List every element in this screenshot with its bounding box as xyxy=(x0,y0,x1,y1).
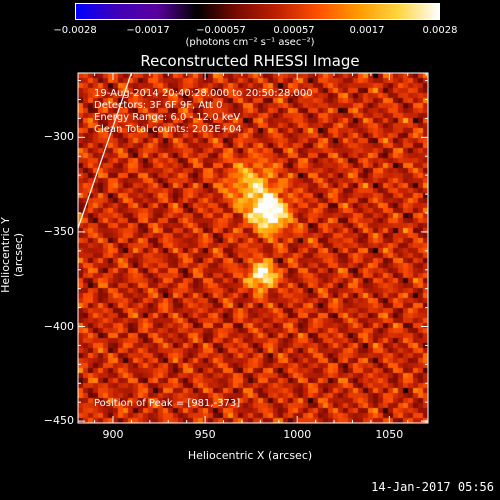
y-tick-label: −300 xyxy=(43,130,74,144)
colorbar-tick-label: −0.0028 xyxy=(53,25,97,36)
colorbar-tick-label: 0.0017 xyxy=(349,25,385,36)
heatmap-image xyxy=(78,73,428,423)
annotation-time-range: 19-Aug-2014 20:40:28.000 to 20:50:28.000 xyxy=(94,88,313,99)
y-tick-label: −400 xyxy=(43,319,74,333)
colorbar-tick-label: 0.0028 xyxy=(422,25,458,36)
colorbar-tick-label: 0.00057 xyxy=(273,25,315,36)
colorbar-tick-label: −0.00057 xyxy=(196,25,246,36)
x-tick-label: 900 xyxy=(102,428,124,441)
solar-limb-line xyxy=(77,72,132,229)
annotation-peak-position: Position of Peak = [981,-373] xyxy=(94,398,241,409)
x-axis-label: Heliocentric X (arcsec) xyxy=(187,449,313,462)
x-tick-label: 1050 xyxy=(375,428,404,441)
annotation-energy-range: Energy Range: 6.0 - 12.0 keV xyxy=(94,112,241,123)
plot-frame xyxy=(77,72,429,424)
timestamp: 14-Jan-2017 05:56 xyxy=(371,480,494,494)
colorbar-unit-label: (photons cm⁻² s⁻¹ asec⁻²) xyxy=(185,37,315,48)
x-tick-label: 1000 xyxy=(283,428,312,441)
colorbar-tick-label: −0.0017 xyxy=(126,25,170,36)
annotation-detectors: Detectors: 3F 6F 9F, Att 0 xyxy=(94,100,223,111)
annotation-total-counts: Clean Total counts: 2.02E+04 xyxy=(94,124,242,135)
chart-title: Reconstructed RHESSI Image xyxy=(140,52,360,70)
x-tick-label: 950 xyxy=(194,428,216,441)
y-axis-label: Heliocentric Y (arcsec) xyxy=(0,217,25,293)
y-tick-label: −450 xyxy=(43,414,74,428)
colorbar xyxy=(75,3,440,20)
y-tick-label: −350 xyxy=(43,224,74,238)
